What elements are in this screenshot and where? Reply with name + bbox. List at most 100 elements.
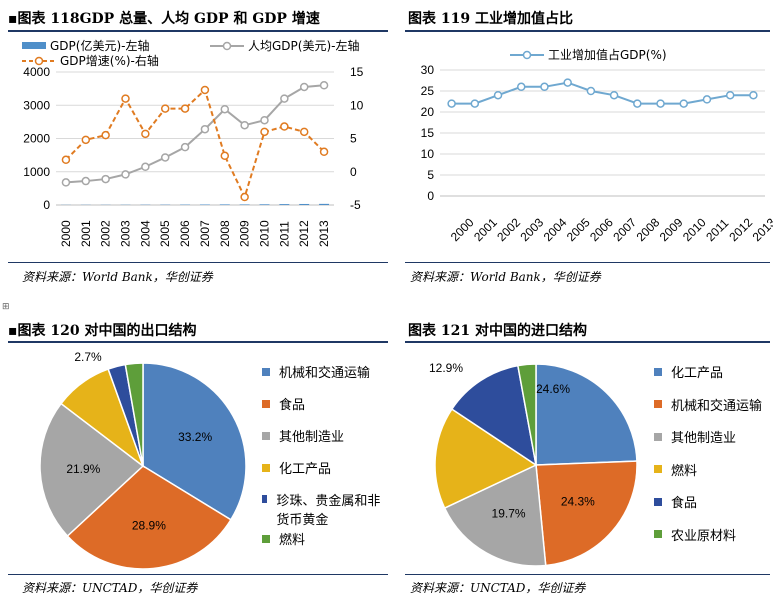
legend-gdp-per-capita: 人均GDP(美元)-左轴 — [210, 37, 359, 54]
panel-120-top-rule — [8, 341, 388, 343]
x-tick-label: 2012 — [297, 220, 311, 247]
y-left-tick-label: 4000 — [23, 65, 50, 79]
y-right-tick-label: 5 — [350, 132, 357, 146]
x-tick-label: 2011 — [277, 221, 291, 247]
legend-gray-line-swatch — [210, 41, 244, 50]
gdp-per-capita-point — [200, 124, 210, 134]
legend-entry: 其他制造业 — [262, 426, 344, 445]
pie-slice — [516, 363, 537, 466]
x-tick-label: 2002 — [494, 215, 523, 244]
industry-point — [633, 99, 642, 108]
x-tick-label: 2005 — [564, 215, 593, 244]
panel-121-top-rule — [405, 341, 770, 343]
panel-121-title: 图表 121 对中国的进口结构 — [408, 323, 587, 339]
legend-label: 其他制造业 — [279, 430, 345, 445]
gdp-per-capita-point — [81, 176, 91, 186]
x-tick-label: 2012 — [726, 215, 755, 244]
gdp-growth-point — [141, 129, 150, 139]
legend-swatch — [654, 367, 662, 376]
panel-119-title: 图表 119 工业增加值占比 — [408, 11, 573, 27]
y-tick-label: 15 — [421, 126, 435, 140]
legend-label: 燃料 — [671, 463, 698, 479]
industry-point — [447, 99, 456, 108]
legend-entry: 农业原材料 — [654, 525, 736, 544]
pie-slice — [124, 362, 144, 467]
pie-value-label: 19.7% — [492, 506, 526, 520]
panel-119-bottom-rule — [405, 262, 770, 263]
legend-swatch — [262, 463, 270, 472]
y-left-tick-label: 1000 — [23, 165, 50, 179]
industry-point — [702, 95, 712, 104]
table-move-handle-icon[interactable]: ⊞ — [2, 302, 10, 312]
x-tick-label: 2010 — [258, 220, 272, 247]
panel-119-source: 资料来源：World Bank，华创证券 — [410, 270, 601, 284]
gdp-growth-point — [81, 135, 91, 145]
gdp-per-capita-point — [260, 115, 269, 125]
gdp-growth-point — [121, 94, 130, 103]
pie-value-label: 12.9% — [429, 361, 463, 375]
pie-value-label: 33.2% — [178, 430, 212, 444]
gdp-bar — [279, 204, 290, 205]
y-right-tick-label: 10 — [350, 98, 364, 112]
gdp-per-capita-point — [299, 82, 309, 92]
gdp-growth-point — [280, 122, 289, 131]
panel-118-title: ▪图表 118GDP 总量、人均 GDP 和 GDP 增速 — [8, 11, 320, 27]
pie-slice — [450, 364, 538, 467]
y-tick-label: 10 — [421, 147, 435, 161]
y-left-tick-label: 3000 — [23, 98, 50, 112]
gdp-growth-point — [101, 130, 110, 140]
legend-label: 化工产品 — [671, 366, 724, 381]
legend-swatch — [654, 497, 662, 506]
y-right-tick-label: 15 — [350, 65, 364, 79]
legend-swatch — [262, 399, 270, 408]
legend-entry: 化工产品 — [654, 362, 723, 381]
x-tick-label: 2007 — [198, 220, 212, 247]
x-tick-label: 2003 — [119, 220, 133, 247]
gdp-per-capita-point — [121, 170, 130, 179]
panel-120-bottom-rule — [8, 574, 388, 575]
legend-swatch — [654, 400, 662, 408]
x-tick-label: 2006 — [178, 220, 192, 247]
industry-point — [540, 82, 549, 92]
panel-120-title: ▪图表 120 对中国的出口结构 — [8, 323, 197, 339]
x-tick-label: 2000 — [448, 215, 477, 244]
legend-entry: 珍珠、贵金属和非货币黄金 — [262, 490, 382, 528]
x-tick-label: 2004 — [138, 220, 152, 247]
pie-value-label: 21.9% — [66, 462, 100, 476]
x-tick-label: 2006 — [587, 215, 616, 244]
y-tick-label: 0 — [427, 189, 434, 203]
gdp-bar — [239, 204, 250, 205]
x-tick-label: 2008 — [634, 215, 663, 244]
pie-slice — [443, 463, 547, 567]
legend-teal-line-swatch — [510, 50, 544, 59]
x-tick-label: 2004 — [541, 215, 570, 244]
x-tick-label: 2003 — [517, 215, 546, 244]
legend-swatch — [262, 367, 270, 376]
panel-121-bottom-rule — [405, 574, 770, 575]
legend-swatch — [654, 530, 662, 538]
gdp-per-capita-point — [220, 104, 230, 114]
legend-gdp-label: GDP(亿美元)-左轴 — [50, 39, 150, 53]
industry-point — [470, 99, 480, 108]
legend-swatch — [262, 534, 270, 543]
pie-slice — [535, 363, 638, 466]
y-right-tick-label: 0 — [350, 165, 357, 179]
y-right-tick-label: -5 — [350, 198, 361, 212]
legend-entry: 机械和交通运输 — [654, 395, 762, 414]
legend-label: 农业原材料 — [671, 528, 737, 544]
legend-label: 机械和交通运输 — [279, 366, 371, 381]
legend-gdp-per-capita-label: 人均GDP(美元)-左轴 — [248, 39, 360, 53]
gdp-growth-point — [200, 85, 210, 95]
legend-entry: 燃料 — [654, 460, 697, 479]
legend-entry: 机械和交通运输 — [262, 362, 370, 381]
legend-entry: 食品 — [262, 394, 305, 413]
y-tick-label: 25 — [421, 84, 435, 98]
y-left-tick-label: 0 — [43, 198, 50, 212]
legend-swatch — [654, 465, 662, 473]
gdp-growth-point — [160, 104, 170, 113]
legend-entry: 燃料 — [262, 529, 305, 548]
x-tick-label: 2010 — [680, 215, 709, 244]
gdp-growth-point — [180, 104, 190, 113]
pie-value-label: 24.6% — [536, 382, 570, 396]
gdp-bar — [319, 203, 330, 205]
